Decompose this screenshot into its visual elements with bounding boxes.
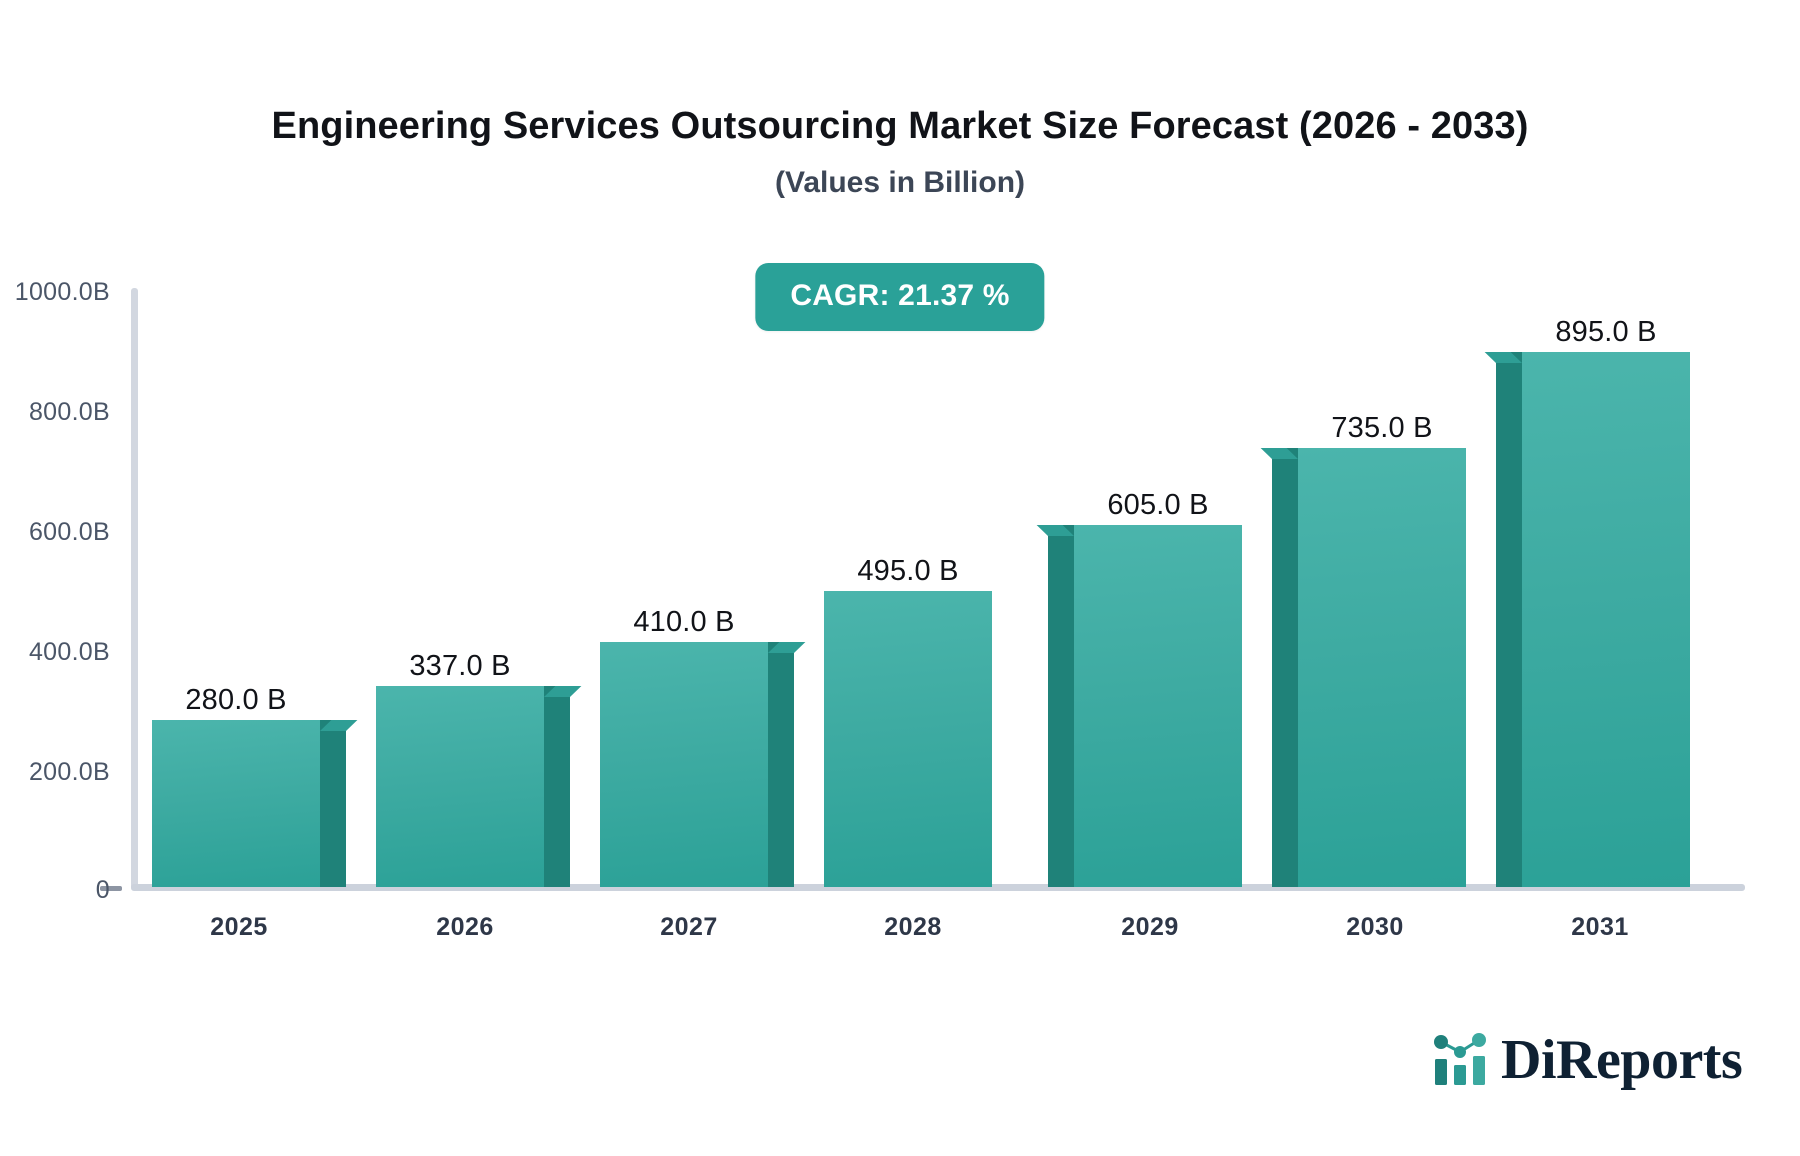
bar-side-face <box>1496 352 1522 887</box>
y-axis-tick-label: 400.0B <box>28 638 110 666</box>
y-axis-zero-tick <box>100 886 122 891</box>
bar-value-label-2025: 280.0 B <box>185 684 287 716</box>
chart-subtitle: (Values in Billion) <box>774 165 1026 199</box>
y-axis-tick-label: 1000.0B <box>14 278 110 306</box>
chart-title: Engineering Services Outsourcing Market … <box>271 105 1529 147</box>
x-axis-label-2029: 2029 <box>1121 913 1179 941</box>
cagr-badge: CAGR: 21.37 % <box>755 263 1045 331</box>
x-axis-label-2028: 2028 <box>884 913 942 941</box>
y-axis-tick-label: 800.0B <box>28 398 110 426</box>
y-axis-tick-label: 0 <box>95 876 110 904</box>
bar-side-face <box>320 720 346 887</box>
bar-value-label-2030: 735.0 B <box>1331 412 1433 444</box>
bar-2028[interactable] <box>824 591 992 887</box>
x-axis-label-2027: 2027 <box>660 913 718 941</box>
bar-2026[interactable] <box>376 686 582 887</box>
bar-side-face <box>1272 448 1298 887</box>
bar-2030[interactable] <box>1260 448 1466 887</box>
y-axis-line <box>131 288 138 890</box>
bar-value-label-2027: 410.0 B <box>633 606 735 638</box>
x-axis-label-2025: 2025 <box>210 913 268 941</box>
bar-value-label-2031: 895.0 B <box>1555 316 1657 348</box>
bar-2027[interactable] <box>600 642 806 887</box>
bar-side-face <box>768 642 794 887</box>
direports-logo: DiReports <box>1432 1029 1743 1091</box>
bar-2025[interactable] <box>152 720 358 887</box>
x-axis-label-2030: 2030 <box>1346 913 1404 941</box>
bar-value-label-2028: 495.0 B <box>857 555 959 587</box>
bar-value-label-2029: 605.0 B <box>1107 489 1209 521</box>
bar-chart-trend-icon <box>1434 1033 1486 1085</box>
logo-text: DiReports <box>1501 1029 1743 1091</box>
x-axis-label-2031: 2031 <box>1571 913 1629 941</box>
bar-2031[interactable] <box>1484 352 1690 887</box>
y-axis-tick-label: 200.0B <box>28 758 110 786</box>
title-block: Engineering Services Outsourcing Market … <box>0 105 1800 200</box>
bar-side-face <box>544 686 570 887</box>
bar-2029[interactable] <box>1036 525 1242 887</box>
bar-side-face <box>1048 525 1074 887</box>
y-axis-tick-label: 600.0B <box>28 518 110 546</box>
x-axis-label-2026: 2026 <box>436 913 494 941</box>
bar-value-label-2026: 337.0 B <box>409 650 511 682</box>
x-axis-line <box>131 884 1745 891</box>
